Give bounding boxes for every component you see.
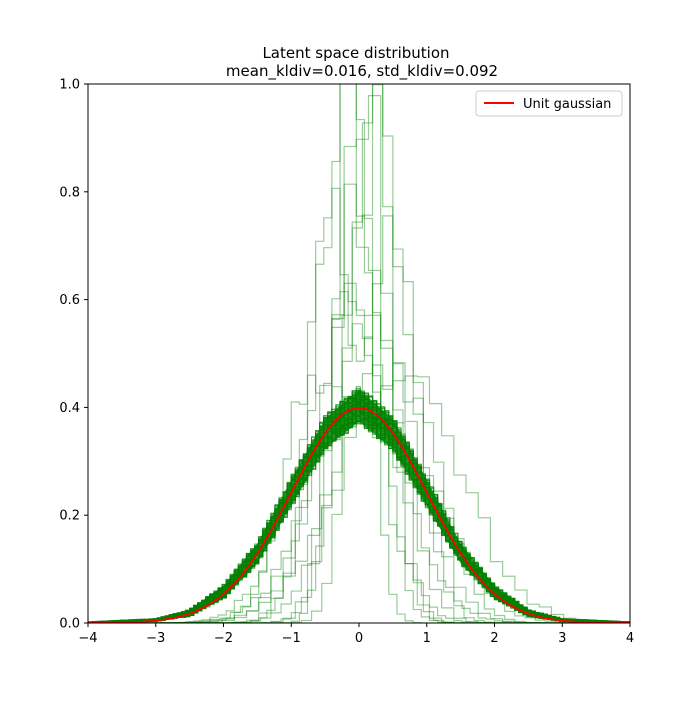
- legend: Unit gaussian: [476, 91, 622, 116]
- y-tick-label: 1.0: [59, 78, 80, 93]
- legend-label-unit-gaussian: Unit gaussian: [523, 97, 611, 112]
- y-tick-label: 0.2: [59, 509, 80, 524]
- y-tick-label: 0.4: [59, 401, 80, 416]
- x-tick-label: 4: [626, 631, 634, 646]
- x-tick-label: 1: [423, 631, 431, 646]
- x-tick-label: 2: [490, 631, 498, 646]
- y-tick-label: 0.8: [59, 185, 80, 200]
- y-tick-label: 0.0: [59, 617, 80, 632]
- x-tick-label: −2: [214, 631, 233, 646]
- y-tick-label: 0.6: [59, 293, 80, 308]
- x-tick-label: 0: [355, 631, 363, 646]
- chart-title-line1: Latent space distribution: [262, 44, 449, 62]
- x-tick-label: −1: [282, 631, 301, 646]
- x-tick-label: 3: [558, 631, 566, 646]
- chart-title-line2: mean_kldiv=0.016, std_kldiv=0.092: [226, 62, 498, 81]
- x-tick-label: −3: [146, 631, 165, 646]
- x-tick-label: −4: [78, 631, 97, 646]
